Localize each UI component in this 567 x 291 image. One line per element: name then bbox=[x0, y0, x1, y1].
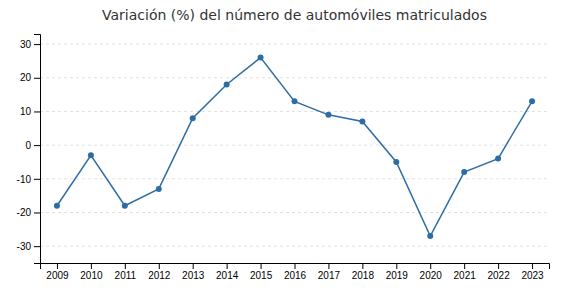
tick: 2021 bbox=[454, 263, 477, 281]
grid-line bbox=[40, 178, 549, 179]
tick: 2011 bbox=[115, 263, 137, 281]
tick-label: 0 bbox=[25, 140, 31, 151]
tick-label: -20 bbox=[17, 207, 32, 218]
point bbox=[529, 98, 535, 104]
tick-label: 2011 bbox=[115, 270, 137, 281]
tick-mark bbox=[295, 263, 296, 269]
tick-mark bbox=[125, 263, 126, 269]
tick-mark bbox=[430, 263, 431, 269]
plot-area bbox=[54, 55, 535, 239]
tick-mark bbox=[498, 263, 499, 269]
point bbox=[495, 156, 501, 162]
chart: Variación (%) del número de automóviles … bbox=[0, 0, 567, 291]
tick: 2013 bbox=[182, 263, 205, 281]
tick-label: -10 bbox=[17, 174, 32, 185]
grid-line bbox=[40, 145, 549, 146]
tick-label: 2021 bbox=[454, 270, 477, 281]
tick-mark bbox=[193, 263, 194, 269]
tick: 0 bbox=[25, 140, 40, 151]
point bbox=[156, 186, 162, 192]
tick: 20 bbox=[20, 72, 40, 83]
tick-mark bbox=[34, 246, 40, 247]
tick-label: 2019 bbox=[386, 270, 409, 281]
tick-mark bbox=[159, 263, 160, 269]
point bbox=[190, 115, 196, 121]
tick-label: 2018 bbox=[352, 270, 375, 281]
tick: 2017 bbox=[318, 263, 341, 281]
tick-label: 2013 bbox=[182, 270, 205, 281]
tick-label: 2016 bbox=[284, 270, 307, 281]
tick: 2019 bbox=[386, 263, 409, 281]
point bbox=[258, 55, 264, 61]
tick-mark bbox=[396, 263, 397, 269]
point bbox=[427, 233, 433, 239]
point bbox=[224, 82, 230, 88]
x-axis: 2009 2010 2011 2012 2013 2014 2015 2016 2017 2018… bbox=[41, 263, 550, 281]
tick: -10 bbox=[17, 174, 40, 185]
tick: 2012 bbox=[148, 263, 171, 281]
tick: 2018 bbox=[352, 263, 375, 281]
tick-label: 10 bbox=[20, 106, 32, 117]
tick-mark bbox=[261, 263, 262, 269]
grid-line bbox=[40, 77, 549, 78]
tick: 2009 bbox=[46, 263, 69, 281]
axis-line bbox=[41, 264, 550, 270]
tick: 2016 bbox=[284, 263, 307, 281]
tick: -30 bbox=[17, 241, 40, 252]
point bbox=[325, 112, 331, 118]
grid-line bbox=[40, 111, 549, 112]
tick: 2020 bbox=[420, 263, 443, 281]
grid-line bbox=[40, 44, 549, 45]
tick-mark bbox=[34, 111, 40, 112]
tick-label: 2009 bbox=[46, 270, 69, 281]
tick: -20 bbox=[17, 207, 40, 218]
tick-mark bbox=[34, 44, 40, 45]
tick-mark bbox=[464, 263, 465, 269]
tick-mark bbox=[34, 145, 40, 146]
tick-mark bbox=[91, 263, 92, 269]
tick-mark bbox=[34, 212, 40, 213]
tick: 2023 bbox=[521, 263, 544, 281]
tick-mark bbox=[57, 263, 58, 269]
tick: 10 bbox=[20, 106, 40, 117]
tick-label: 2020 bbox=[420, 270, 443, 281]
tick-label: -30 bbox=[17, 241, 32, 252]
tick-mark bbox=[34, 179, 40, 180]
tick: 2015 bbox=[250, 263, 273, 281]
tick-label: 20 bbox=[20, 72, 32, 83]
grid-line bbox=[40, 212, 549, 213]
tick-mark bbox=[34, 78, 40, 79]
tick-label: 2012 bbox=[148, 270, 171, 281]
tick-mark bbox=[328, 263, 329, 269]
grid bbox=[40, 44, 549, 246]
point bbox=[393, 159, 399, 165]
line bbox=[57, 58, 532, 236]
tick-mark bbox=[362, 263, 363, 269]
tick-mark bbox=[532, 263, 533, 269]
point bbox=[88, 152, 94, 158]
point bbox=[122, 203, 128, 209]
tick: 2014 bbox=[216, 263, 239, 281]
title: Variación (%) del número de automóviles … bbox=[102, 7, 487, 23]
tick: 2010 bbox=[80, 263, 103, 281]
grid-line bbox=[40, 246, 549, 247]
point bbox=[461, 169, 467, 175]
point bbox=[292, 98, 298, 104]
y-axis: -30 -20 -10 0 10 20 30 bbox=[17, 35, 41, 264]
tick-mark bbox=[227, 263, 228, 269]
tick: 30 bbox=[20, 39, 40, 50]
point bbox=[359, 119, 365, 125]
tick-label: 2022 bbox=[487, 270, 510, 281]
point bbox=[54, 203, 60, 209]
tick-label: 2015 bbox=[250, 270, 273, 281]
tick-label: 2017 bbox=[318, 270, 341, 281]
tick-label: 2023 bbox=[521, 270, 544, 281]
axis-line bbox=[34, 35, 41, 264]
tick-label: 2010 bbox=[80, 270, 103, 281]
tick: 2022 bbox=[487, 263, 510, 281]
tick-label: 30 bbox=[20, 39, 32, 50]
tick-label: 2014 bbox=[216, 270, 239, 281]
